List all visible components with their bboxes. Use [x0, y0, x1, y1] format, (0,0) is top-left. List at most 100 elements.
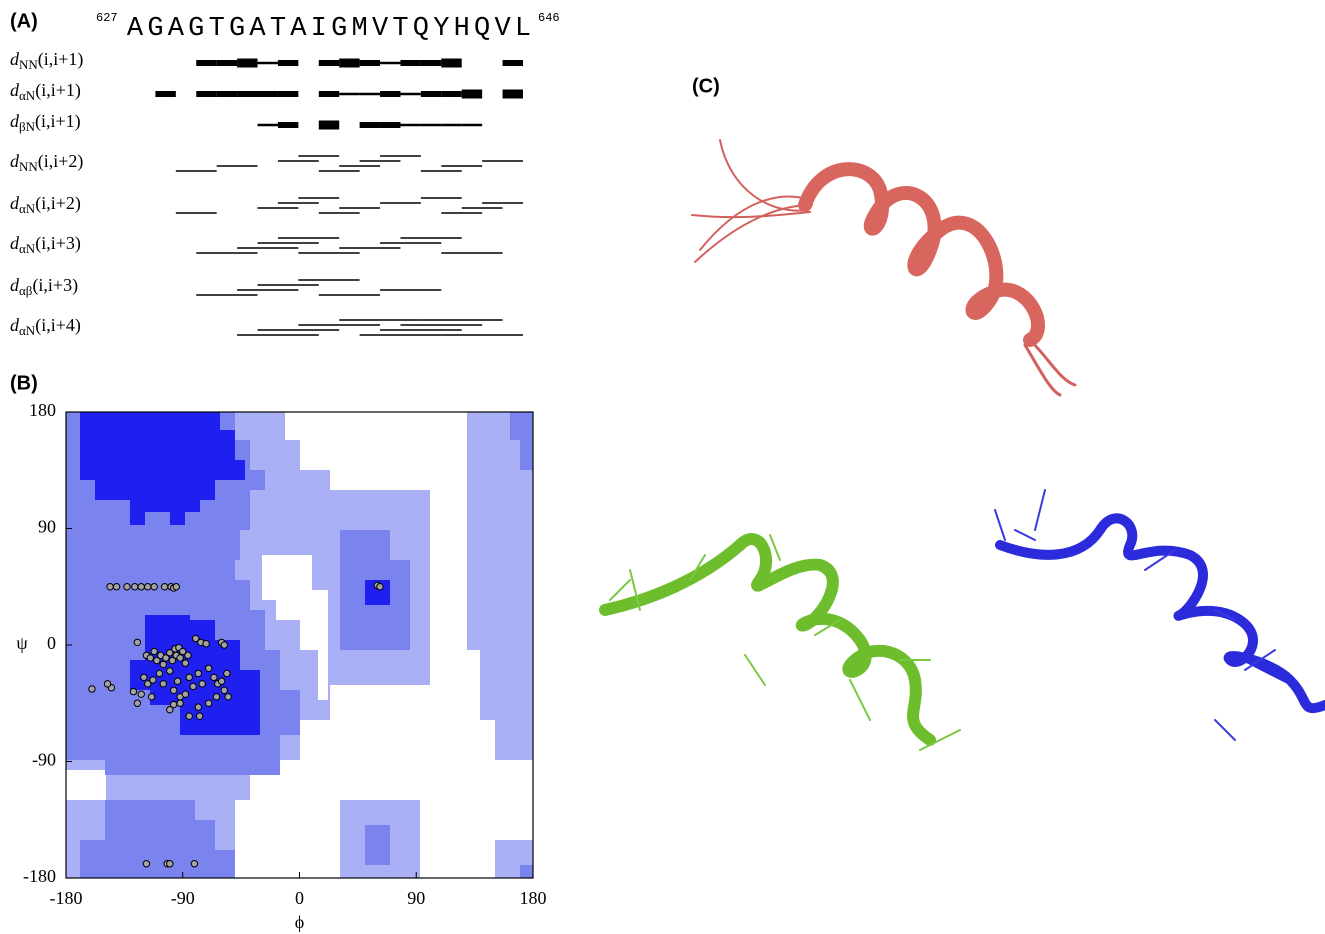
point — [182, 691, 188, 697]
structure-ensemble — [605, 140, 1325, 750]
noe-bar — [217, 91, 237, 97]
noe-bar — [258, 124, 278, 127]
point — [182, 660, 188, 666]
noe-bar — [278, 60, 298, 66]
point — [221, 642, 227, 648]
point — [138, 691, 144, 697]
row-label: dαβ(i,i+3) — [10, 275, 78, 298]
noe-bar — [421, 91, 441, 97]
point — [177, 655, 183, 661]
page: { "panel_a": { "label": "(A)", "start_re… — [0, 0, 1325, 934]
subscript: βN — [19, 119, 36, 134]
point — [143, 861, 149, 867]
row-label: dαN(i,i+2) — [10, 193, 81, 216]
point — [213, 694, 219, 700]
point — [205, 700, 211, 706]
point — [170, 701, 176, 707]
noe-bar — [237, 59, 257, 68]
point — [151, 648, 157, 654]
residue: L — [515, 14, 531, 44]
point — [186, 674, 192, 680]
residue: G — [147, 14, 163, 44]
helix-ribbon — [805, 169, 1038, 340]
point — [132, 584, 138, 590]
noe-bar — [360, 60, 380, 66]
point — [147, 655, 153, 661]
noe-bar — [258, 62, 278, 65]
point — [221, 687, 227, 693]
residue: Y — [433, 14, 449, 44]
row-label: dβN(i,i+1) — [10, 111, 81, 134]
point — [134, 700, 140, 706]
y-tick-label: 0 — [47, 633, 56, 653]
residue: G — [188, 14, 204, 44]
range: (i,i+2) — [35, 193, 81, 214]
point — [195, 670, 201, 676]
point — [196, 713, 202, 719]
noe-bar — [258, 91, 278, 97]
residue: A — [168, 14, 185, 44]
residue: A — [290, 14, 307, 44]
point — [89, 686, 95, 692]
y-tick-label: -90 — [32, 750, 56, 770]
residue: G — [229, 14, 245, 44]
x-tick-label: 90 — [407, 888, 425, 908]
subscript: αN — [19, 201, 36, 216]
range: (i,i+3) — [32, 275, 78, 296]
range: (i,i+1) — [38, 49, 84, 70]
noe-bar — [360, 122, 380, 128]
noe-bar — [196, 60, 216, 66]
residue: V — [494, 14, 511, 44]
helix-ribbon — [1000, 518, 1325, 708]
residue: A — [127, 14, 144, 44]
noe-bar — [217, 60, 237, 66]
range: (i,i+1) — [35, 111, 81, 132]
row-label: dαN(i,i+3) — [10, 233, 81, 256]
x-tick-label: 180 — [520, 888, 547, 908]
point — [177, 700, 183, 706]
helix-ribbon — [605, 539, 930, 740]
point — [161, 584, 167, 590]
panel-label: (A) — [10, 10, 38, 32]
residue-number: 627 — [96, 11, 118, 25]
row-label: dαN(i,i+1) — [10, 80, 81, 103]
residue-number: 646 — [538, 11, 560, 25]
noe-bar — [441, 124, 461, 127]
noe-bar — [462, 124, 482, 127]
point — [377, 584, 383, 590]
point — [145, 584, 151, 590]
y-tick-label: -180 — [23, 866, 56, 886]
point — [160, 661, 166, 667]
range: (i,i+3) — [35, 233, 81, 254]
noe-bar — [400, 60, 420, 66]
x-tick-label: -90 — [171, 888, 195, 908]
point — [191, 861, 197, 867]
point — [190, 683, 196, 689]
y-tick-label: 90 — [38, 517, 56, 537]
point — [150, 677, 156, 683]
point — [134, 639, 140, 645]
point — [124, 584, 130, 590]
disallowed-region — [66, 770, 106, 800]
point — [113, 584, 119, 590]
range: (i,i+4) — [35, 315, 81, 336]
noe-bar — [360, 93, 380, 96]
residue: H — [454, 14, 470, 44]
point — [167, 668, 173, 674]
row-label: dNN(i,i+1) — [10, 49, 83, 72]
point — [224, 670, 230, 676]
range: (i,i+1) — [35, 80, 81, 101]
point — [151, 584, 157, 590]
noe-bar — [421, 60, 441, 66]
residue: Q — [474, 14, 490, 44]
point — [107, 584, 113, 590]
noe-bar — [339, 59, 359, 68]
noe-bar — [319, 60, 339, 66]
noe-bar — [400, 124, 420, 127]
point — [185, 652, 191, 658]
favoured-region — [520, 865, 533, 878]
panel-label: (C) — [692, 75, 720, 97]
ribbon — [692, 212, 810, 217]
subscript: NN — [19, 159, 38, 174]
